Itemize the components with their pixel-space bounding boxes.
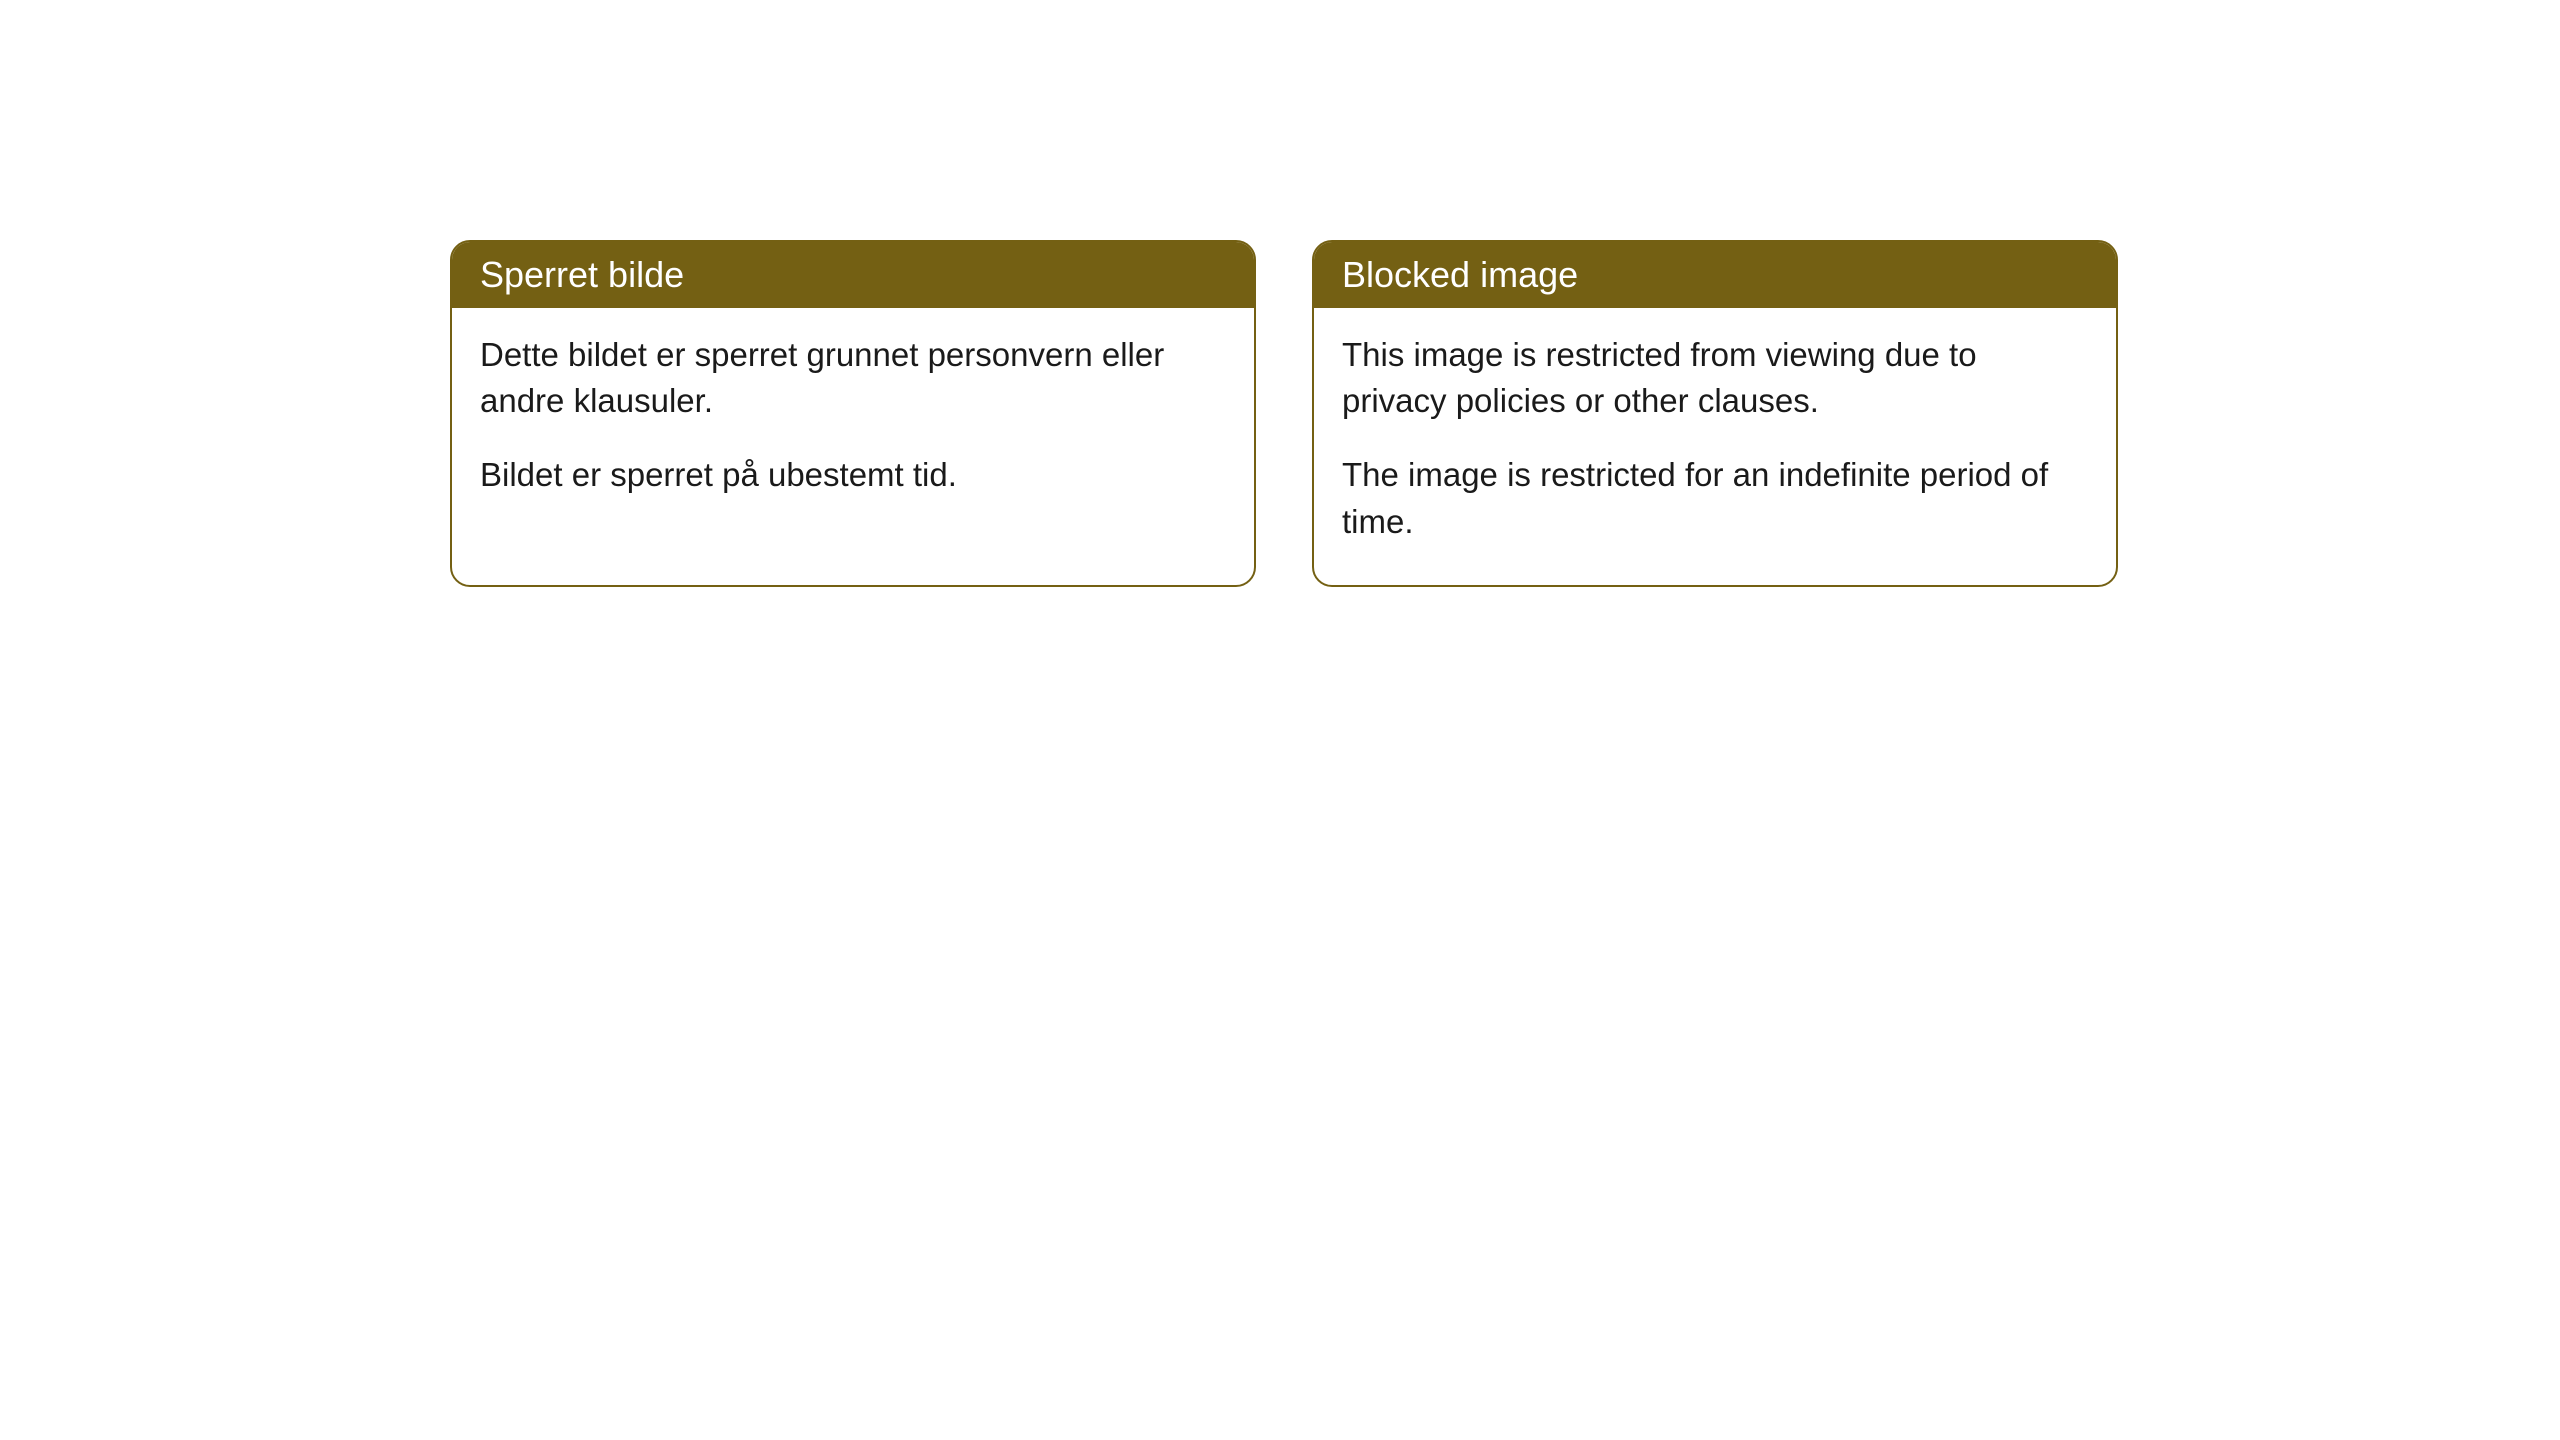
card-paragraph: The image is restricted for an indefinit… xyxy=(1342,452,2088,544)
card-body-english: This image is restricted from viewing du… xyxy=(1314,308,2116,585)
card-paragraph: Dette bildet er sperret grunnet personve… xyxy=(480,332,1226,424)
blocked-image-card-norwegian: Sperret bilde Dette bildet er sperret gr… xyxy=(450,240,1256,587)
card-title: Blocked image xyxy=(1342,254,1578,295)
notice-cards-container: Sperret bilde Dette bildet er sperret gr… xyxy=(450,240,2118,587)
card-body-norwegian: Dette bildet er sperret grunnet personve… xyxy=(452,308,1254,539)
card-header-english: Blocked image xyxy=(1314,242,2116,308)
card-title: Sperret bilde xyxy=(480,254,684,295)
card-header-norwegian: Sperret bilde xyxy=(452,242,1254,308)
blocked-image-card-english: Blocked image This image is restricted f… xyxy=(1312,240,2118,587)
card-paragraph: Bildet er sperret på ubestemt tid. xyxy=(480,452,1226,498)
card-paragraph: This image is restricted from viewing du… xyxy=(1342,332,2088,424)
